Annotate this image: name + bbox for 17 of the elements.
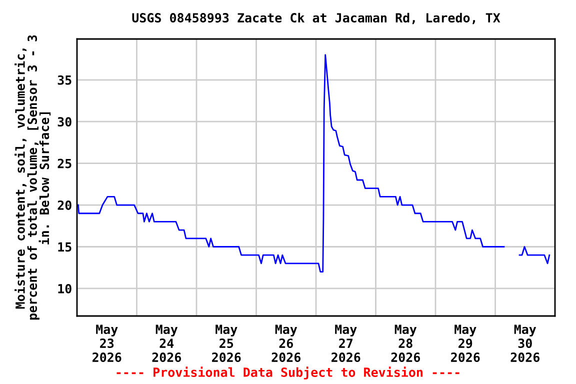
x-tick-label: May 23 2026 bbox=[92, 324, 122, 362]
x-tick-label: May 27 2026 bbox=[332, 324, 360, 362]
x-tick-label: May 26 2026 bbox=[272, 324, 300, 362]
y-tick-label: 15 bbox=[58, 242, 72, 252]
y-axis-title: Moisture content, soil, volumetric, percent of total volume, [Sensor 3 - 3 in. Below Surface] bbox=[14, 35, 51, 320]
x-tick-label: May 29 2026 bbox=[451, 324, 480, 362]
y-tick-label: 30 bbox=[58, 117, 72, 127]
y-tick-label: 10 bbox=[58, 284, 72, 294]
x-tick-label: May 25 2026 bbox=[212, 324, 241, 362]
x-tick-label: May 28 2026 bbox=[391, 324, 420, 362]
text: ---- Provisional Data Subject to Revision ---- bbox=[116, 366, 460, 380]
y-tick-label: 25 bbox=[58, 158, 72, 168]
y-tick-label: 20 bbox=[58, 200, 72, 210]
chart-title: USGS 08458993 Zacate Ck at Jacaman Rd, Laredo, TX bbox=[132, 12, 500, 24]
x-tick-label: May 30 2026 bbox=[510, 324, 540, 362]
y-tick-label: 35 bbox=[58, 75, 72, 85]
x-tick-label: May 24 2026 bbox=[152, 324, 181, 362]
